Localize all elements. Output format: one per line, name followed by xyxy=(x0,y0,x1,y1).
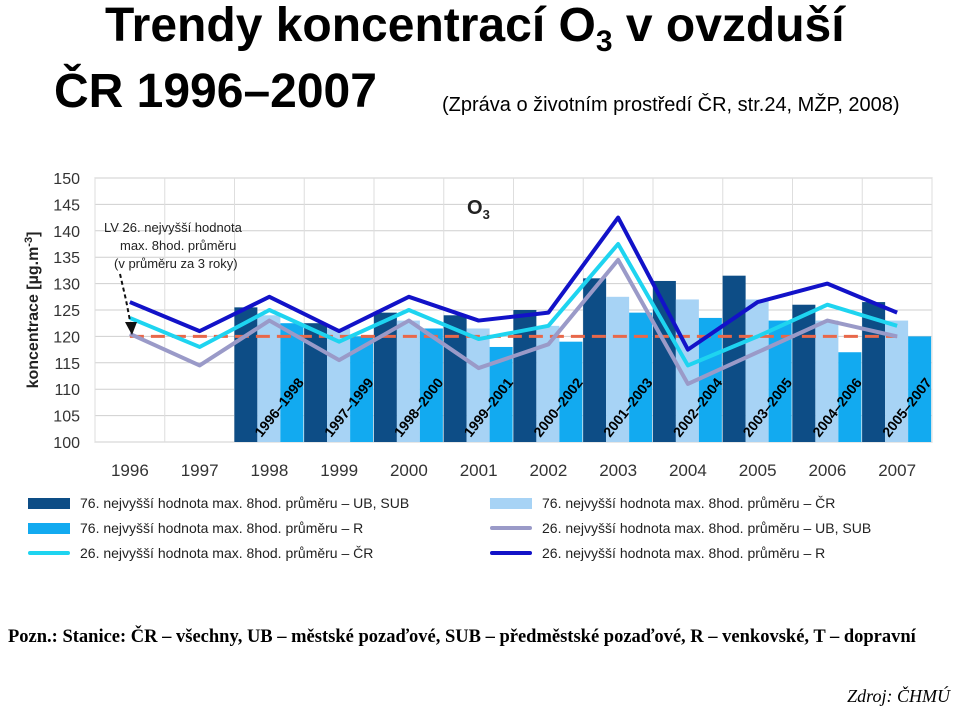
y-tick-label: 125 xyxy=(53,303,80,320)
legend-item-line-r: 26. nejvyšší hodnota max. 8hod. průměru … xyxy=(490,543,825,563)
x-tick-label: 1998 xyxy=(250,461,288,480)
chart-legend: 76. nejvyšší hodnota max. 8hod. průměru … xyxy=(28,493,948,573)
bar xyxy=(698,317,722,442)
x-tick-label: 2006 xyxy=(808,461,846,480)
legend-label: 26. nejvyšší hodnota max. 8hod. průměru … xyxy=(542,520,872,536)
legend-line xyxy=(490,526,532,530)
annotation-text: max. 8hod. průměru xyxy=(120,238,236,253)
bar xyxy=(419,328,443,442)
y-tick-label: 130 xyxy=(53,277,80,294)
legend-item-line-ub-sub: 26. nejvyšší hodnota max. 8hod. průměru … xyxy=(490,518,871,538)
x-tick-label: 2002 xyxy=(529,461,567,480)
x-tick-label: 2007 xyxy=(878,461,916,480)
bar xyxy=(583,278,607,442)
legend-label: 26. nejvyšší hodnota max. 8hod. průměru … xyxy=(542,545,826,561)
legend-label: 76. nejvyšší hodnota max. 8hod. průměru … xyxy=(80,520,364,536)
series-line xyxy=(129,242,898,368)
x-tick-label: 2001 xyxy=(460,461,498,480)
x-tick-label: 1997 xyxy=(181,461,219,480)
legend-item-bar-ub-sub: 76. nejvyšší hodnota max. 8hod. průměru … xyxy=(28,493,409,513)
bar xyxy=(838,352,862,442)
bar xyxy=(350,336,374,442)
subtitle: (Zpráva o životním prostředí ČR, str.24,… xyxy=(442,94,900,116)
legend-item-bar-r: 76. nejvyšší hodnota max. 8hod. průměru … xyxy=(28,518,363,538)
title-line-2: ČR 1996–2007 xyxy=(54,65,377,118)
bar xyxy=(373,312,397,442)
y-tick-label: 135 xyxy=(53,250,80,267)
title-tail-text: v ovzduší xyxy=(612,0,845,52)
bar xyxy=(885,320,909,442)
legend-item-bar-cr: 76. nejvyšší hodnota max. 8hod. průměru … xyxy=(490,493,835,513)
bar xyxy=(304,323,328,442)
x-tick-label: 2005 xyxy=(739,461,777,480)
x-tick-label: 2003 xyxy=(599,461,637,480)
title-main-text: Trendy koncentrací O xyxy=(105,0,596,52)
source-credit: Zdroj: ČHMÚ xyxy=(847,686,950,706)
legend-item-line-cr: 26. nejvyšší hodnota max. 8hod. průměru … xyxy=(28,543,373,563)
bar xyxy=(489,346,513,442)
station-note: Pozn.: Stanice: ČR – všechny, UB – městs… xyxy=(8,627,916,647)
y-tick-label: 150 xyxy=(53,171,80,188)
x-tick-label: 1996 xyxy=(111,461,149,480)
bar xyxy=(652,280,676,442)
y-axis-title: koncentrace [µg.m-3] xyxy=(23,232,42,389)
y-tick-label: 105 xyxy=(53,409,80,426)
bar xyxy=(257,315,281,442)
y-tick-label: 115 xyxy=(54,356,80,373)
bar xyxy=(559,341,583,442)
ozone-chart: 100 105 110 115 120 125 130 135 140 145 150 koncent… xyxy=(23,171,935,480)
bar xyxy=(396,320,420,442)
y-tick-label: 145 xyxy=(53,197,80,214)
y-tick-label: 110 xyxy=(54,382,80,399)
x-tick-label: 1999 xyxy=(320,461,358,480)
bar xyxy=(606,296,630,442)
bar xyxy=(768,320,792,442)
annotation-arrowhead xyxy=(125,322,137,335)
legend-line xyxy=(28,551,70,555)
annotation-arrow xyxy=(119,273,132,327)
bar xyxy=(280,323,304,442)
legend-swatch xyxy=(28,497,70,509)
y-tick-label: 120 xyxy=(53,329,80,346)
series-line xyxy=(129,215,898,352)
series-line xyxy=(129,257,898,386)
annotation-text: (v průměru za 3 roky) xyxy=(114,256,238,271)
legend-label: 76. nejvyšší hodnota max. 8hod. průměru … xyxy=(542,495,836,511)
legend-label: 26. nejvyšší hodnota max. 8hod. průměru … xyxy=(80,545,374,561)
x-tick-label: 2000 xyxy=(390,461,428,480)
annotation-text: LV 26. nejvyšší hodnota xyxy=(104,220,243,235)
legend-label: 76. nejvyšší hodnota max. 8hod. průměru … xyxy=(80,495,410,511)
legend-swatch xyxy=(28,522,70,534)
title-subscript: 3 xyxy=(595,25,613,58)
bar xyxy=(908,336,932,442)
bar xyxy=(792,304,816,442)
x-tick-label: 2004 xyxy=(669,461,707,480)
bar xyxy=(466,328,490,442)
title-line-1: Trendy koncentrací O3 v ovzduší xyxy=(105,2,845,57)
bar xyxy=(722,275,746,442)
bar xyxy=(815,320,839,442)
inner-chart-title: O3 xyxy=(467,197,490,222)
legend-line xyxy=(490,551,532,555)
bar xyxy=(536,325,560,442)
bar xyxy=(629,312,653,442)
bar xyxy=(513,310,537,442)
y-tick-label: 100 xyxy=(53,435,80,452)
legend-swatch xyxy=(490,497,532,509)
y-tick-label: 140 xyxy=(53,224,80,241)
